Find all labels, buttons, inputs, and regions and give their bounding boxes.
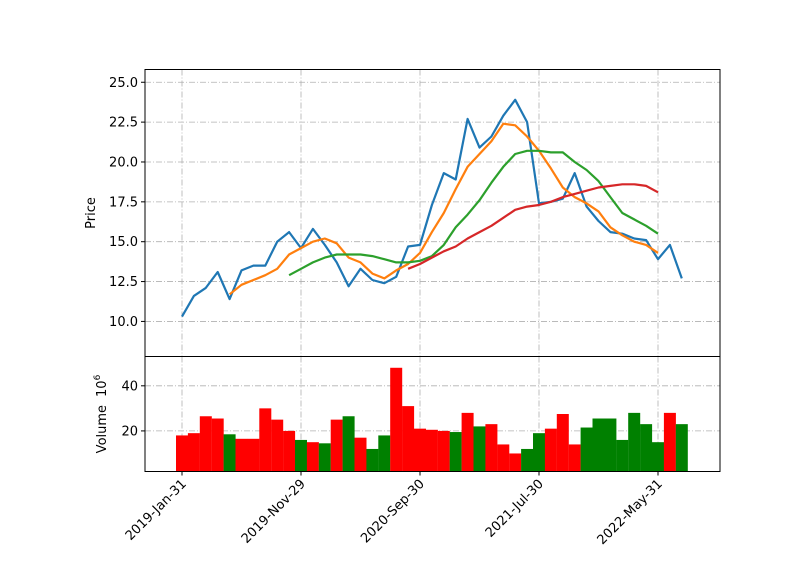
price-y-tick-label: 12.5 bbox=[109, 275, 138, 290]
volume-bar bbox=[223, 434, 236, 472]
volume-bar bbox=[306, 442, 319, 472]
volume-bar bbox=[437, 430, 450, 472]
x-tick-label: 2022-May-31 bbox=[595, 477, 666, 548]
volume-bar bbox=[187, 433, 200, 472]
price-panel: 10.0 12.5 15.0 17.5 20.0 22.5 25.0 Price bbox=[84, 69, 721, 357]
price-y-tick-label: 20.0 bbox=[109, 155, 138, 170]
price-y-tick-label: 15.0 bbox=[109, 235, 138, 250]
price-gridlines bbox=[145, 69, 720, 357]
volume-bar bbox=[414, 428, 426, 472]
price-y-tick-label: 17.5 bbox=[109, 195, 138, 210]
volume-bar bbox=[199, 416, 212, 472]
volume-scale-base: 10 bbox=[95, 380, 110, 397]
price-y-axis-label: Price bbox=[84, 197, 99, 229]
volume-bar bbox=[675, 424, 688, 472]
volume-bar bbox=[176, 435, 188, 472]
volume-bar bbox=[521, 448, 534, 472]
price-series-line-4 bbox=[407, 183, 659, 270]
price-series-line-2 bbox=[228, 122, 659, 296]
volume-bar bbox=[271, 419, 284, 472]
volume-bar bbox=[497, 444, 510, 472]
volume-scale-exponent: 6 bbox=[93, 374, 103, 380]
volume-bar bbox=[533, 433, 545, 472]
volume-bar bbox=[509, 453, 522, 472]
volume-bar bbox=[449, 432, 462, 472]
volume-bar bbox=[342, 416, 355, 472]
volume-label-text: Volume bbox=[95, 405, 110, 453]
volume-bars bbox=[176, 367, 688, 472]
volume-bar bbox=[235, 438, 248, 472]
volume-bar bbox=[556, 414, 569, 472]
price-y-tick-label: 22.5 bbox=[109, 116, 138, 131]
volume-bar bbox=[580, 427, 593, 472]
price-y-tick-label: 10.0 bbox=[109, 315, 138, 330]
volume-bar bbox=[425, 429, 438, 472]
volume-bar bbox=[544, 428, 557, 472]
price-panel-frame bbox=[144, 69, 721, 357]
volume-bar bbox=[604, 418, 617, 472]
volume-bar bbox=[283, 430, 296, 472]
volume-bar bbox=[211, 418, 224, 472]
x-tick-label: 2021-Jul-30 bbox=[483, 477, 547, 541]
volume-bar bbox=[628, 412, 641, 472]
volume-bar bbox=[378, 435, 391, 472]
volume-bar bbox=[366, 448, 379, 472]
volume-bar bbox=[390, 367, 403, 472]
volume-bar bbox=[461, 412, 474, 472]
price-y-ticks: 10.0 12.5 15.0 17.5 20.0 22.5 25.0 bbox=[109, 76, 145, 330]
x-tick-label: 2020-Sep-30 bbox=[358, 477, 428, 547]
volume-panel-frame bbox=[144, 356, 721, 472]
volume-bar bbox=[652, 442, 664, 472]
volume-bar bbox=[354, 437, 367, 472]
volume-bar bbox=[616, 439, 629, 472]
price-y-tick-label: 25.0 bbox=[109, 76, 138, 91]
price-series-lines bbox=[181, 98, 683, 318]
volume-bar bbox=[247, 438, 260, 472]
volume-bar bbox=[640, 424, 653, 472]
volume-bar bbox=[259, 408, 272, 472]
x-tick-label: 2019-Nov-29 bbox=[239, 477, 309, 547]
volume-bar bbox=[318, 443, 331, 472]
volume-bar bbox=[330, 419, 343, 472]
x-axis-ticks: 2019-Jan-31 2019-Nov-29 2020-Sep-30 2021-Ju… bbox=[123, 471, 666, 548]
volume-bar bbox=[473, 426, 486, 472]
volume-y-tick-label: 20 bbox=[121, 424, 138, 439]
volume-bar bbox=[295, 439, 307, 472]
price-series-line-3 bbox=[288, 149, 659, 277]
volume-bar bbox=[485, 424, 498, 472]
x-tick-label: 2019-Jan-31 bbox=[123, 477, 190, 544]
price-series-line-1 bbox=[181, 98, 683, 318]
volume-bar bbox=[663, 412, 676, 472]
volume-bar bbox=[568, 444, 581, 472]
volume-y-tick-label: 40 bbox=[121, 379, 138, 394]
volume-y-axis-label: Volume 106 bbox=[93, 374, 110, 453]
volume-bar bbox=[402, 406, 415, 472]
volume-bar bbox=[592, 418, 605, 472]
